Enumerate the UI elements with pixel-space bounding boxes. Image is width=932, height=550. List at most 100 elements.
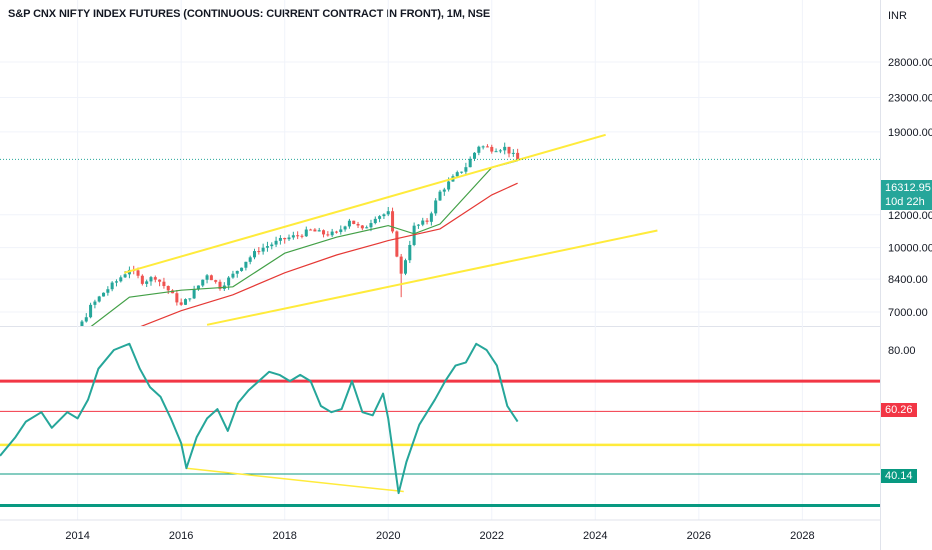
candle (158, 279, 162, 287)
candle (291, 231, 295, 240)
candle (196, 285, 200, 291)
candle (37, 339, 40, 345)
pane-divider[interactable] (0, 326, 880, 327)
candle (97, 295, 101, 303)
candle (89, 302, 93, 319)
candle (274, 236, 278, 248)
candle (179, 298, 183, 306)
candle (300, 234, 304, 239)
time-tick-label: 2026 (687, 530, 711, 542)
candle (330, 228, 334, 238)
rsi-lower-badge: 40.14 (881, 469, 917, 483)
moving-average-line (140, 182, 518, 326)
candle (442, 187, 446, 196)
candle (516, 148, 520, 160)
candle (68, 331, 71, 337)
price-tick-label: 12000.00 (888, 210, 932, 222)
candle (403, 258, 407, 276)
candle (304, 226, 308, 237)
oscillator-line (0, 342, 519, 495)
candle (382, 213, 386, 220)
candle (80, 319, 84, 326)
candle (265, 241, 269, 252)
time-tick-label: 2020 (376, 530, 400, 542)
time-tick-label: 2014 (65, 530, 89, 542)
candle (468, 156, 472, 168)
price-axis-divider (880, 0, 881, 550)
last-price-badge: 16312.95 10d 22h (881, 180, 932, 210)
candle (347, 218, 351, 229)
candle (140, 274, 144, 286)
candle (485, 144, 489, 148)
bar-countdown: 10d 22h (885, 196, 925, 208)
candle (42, 340, 45, 343)
candle (503, 142, 507, 155)
candle (287, 234, 291, 241)
candle (309, 228, 313, 231)
trendline[interactable] (123, 133, 606, 274)
candle (201, 279, 205, 288)
candle (322, 229, 326, 238)
candle (399, 253, 403, 298)
candle (481, 145, 485, 150)
oscillator-trendline[interactable] (186, 467, 404, 493)
candle (24, 336, 27, 343)
last-price-value: 16312.95 (885, 182, 931, 194)
candle (477, 145, 481, 156)
candle (416, 224, 420, 229)
candle (84, 313, 88, 323)
grid (0, 0, 880, 520)
candle (296, 231, 300, 240)
candle (218, 279, 222, 291)
candle (408, 240, 412, 264)
candle (343, 225, 347, 232)
candle (149, 275, 153, 286)
candle (257, 247, 261, 255)
candle (360, 225, 364, 231)
candle (425, 218, 429, 225)
candle (278, 235, 282, 245)
candle (46, 338, 49, 346)
time-tick-label: 2024 (583, 530, 607, 542)
candle (188, 298, 192, 302)
candle (50, 343, 53, 346)
candle (192, 285, 196, 300)
price-tick-label: 19000.00 (888, 127, 932, 139)
candle (498, 149, 502, 154)
price-tick-label: 23000.00 (888, 92, 932, 104)
candle (93, 299, 97, 309)
candle (317, 227, 321, 232)
moving-average-line (90, 160, 518, 326)
candle (59, 338, 62, 349)
candle (29, 336, 32, 342)
candle (326, 231, 330, 237)
candle (494, 148, 498, 153)
candle (240, 267, 244, 272)
candle (183, 298, 187, 305)
candle (270, 242, 274, 250)
candle (231, 270, 235, 279)
price-pane (24, 133, 658, 349)
candle (434, 198, 438, 216)
candle (235, 270, 239, 278)
rsi-upper-badge: 60.26 (881, 403, 917, 417)
candle (386, 206, 390, 217)
price-tick-label: 8400.00 (888, 274, 928, 286)
candle (464, 162, 468, 176)
candle (507, 146, 511, 158)
candle (119, 275, 123, 283)
candle (222, 282, 226, 291)
candle (373, 216, 377, 225)
oscillator-tick-label: 80.00 (888, 345, 916, 357)
candle (248, 255, 252, 265)
candle (244, 261, 248, 271)
candle (339, 225, 343, 235)
candle (253, 248, 257, 260)
candle (110, 281, 114, 292)
candle (153, 275, 157, 283)
trendline[interactable] (206, 229, 658, 326)
candle (175, 290, 179, 306)
candle (421, 217, 425, 227)
